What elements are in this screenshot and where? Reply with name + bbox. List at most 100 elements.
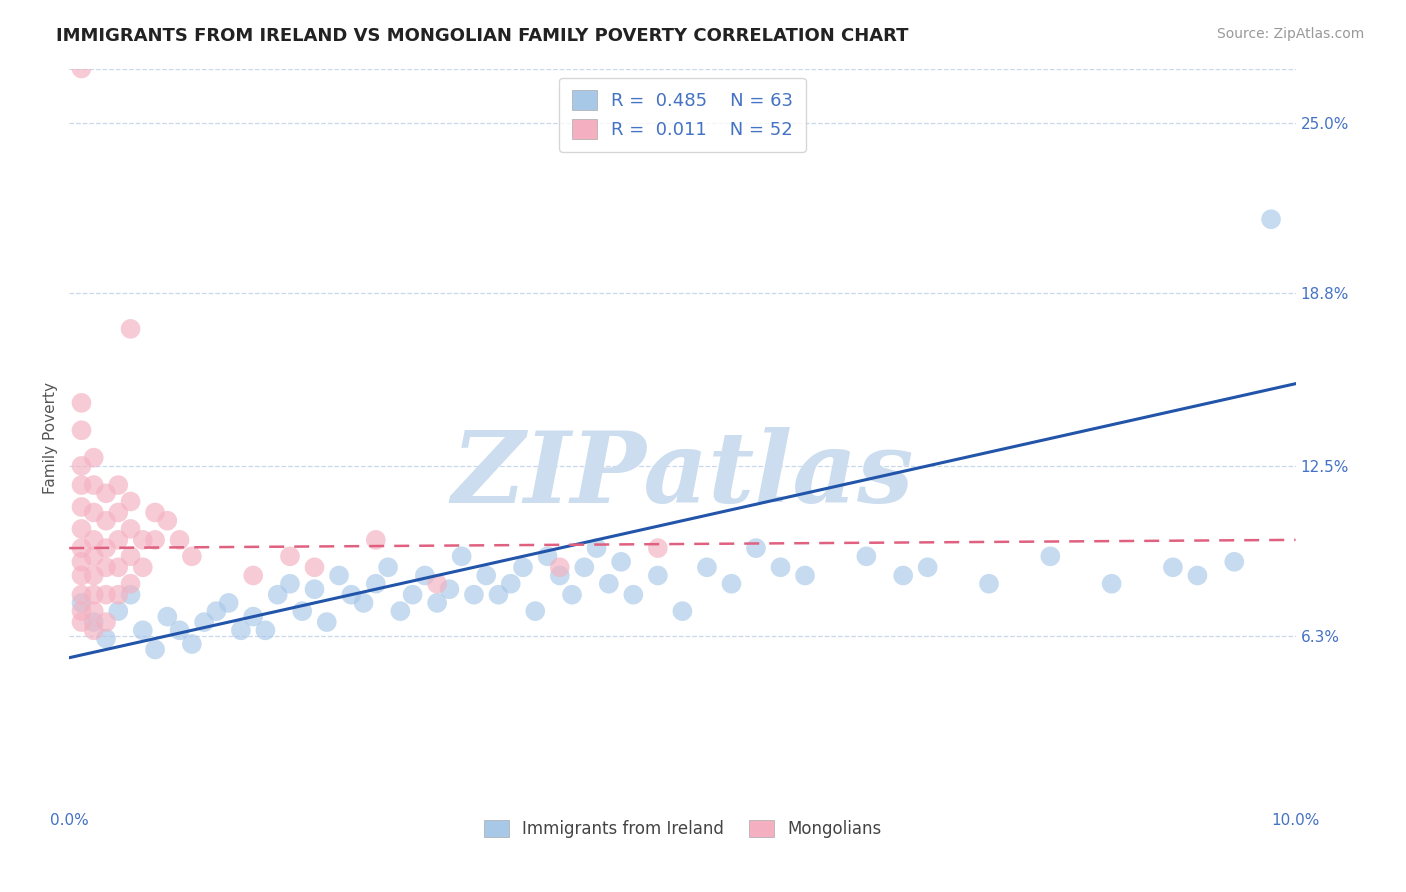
Point <box>83 549 105 564</box>
Point <box>107 604 129 618</box>
Point <box>1039 549 1062 564</box>
Point <box>242 568 264 582</box>
Point <box>193 615 215 629</box>
Point <box>891 568 914 582</box>
Point <box>180 549 202 564</box>
Point <box>548 560 571 574</box>
Point <box>328 568 350 582</box>
Point <box>83 450 105 465</box>
Point <box>83 615 105 629</box>
Point <box>120 588 142 602</box>
Point <box>83 624 105 638</box>
Point <box>1260 212 1282 227</box>
Point <box>377 560 399 574</box>
Point <box>304 582 326 597</box>
Point <box>70 522 93 536</box>
Text: IMMIGRANTS FROM IRELAND VS MONGOLIAN FAMILY POVERTY CORRELATION CHART: IMMIGRANTS FROM IRELAND VS MONGOLIAN FAM… <box>56 27 908 45</box>
Point <box>107 560 129 574</box>
Point <box>107 478 129 492</box>
Point <box>598 576 620 591</box>
Point <box>621 588 644 602</box>
Point <box>267 588 290 602</box>
Point <box>120 322 142 336</box>
Point <box>94 541 117 555</box>
Point <box>143 642 166 657</box>
Point <box>512 560 534 574</box>
Point <box>389 604 412 618</box>
Point <box>340 588 363 602</box>
Point <box>524 604 547 618</box>
Point <box>120 494 142 508</box>
Point <box>94 615 117 629</box>
Point <box>499 576 522 591</box>
Point <box>610 555 633 569</box>
Point <box>463 588 485 602</box>
Y-axis label: Family Poverty: Family Poverty <box>44 383 58 494</box>
Point <box>156 609 179 624</box>
Point <box>107 588 129 602</box>
Point <box>291 604 314 618</box>
Point <box>169 624 191 638</box>
Point <box>647 568 669 582</box>
Point <box>70 396 93 410</box>
Point <box>1187 568 1209 582</box>
Point <box>426 596 449 610</box>
Point <box>426 576 449 591</box>
Point <box>561 588 583 602</box>
Legend: Immigrants from Ireland, Mongolians: Immigrants from Ireland, Mongolians <box>477 813 889 845</box>
Point <box>647 541 669 555</box>
Point <box>83 604 105 618</box>
Point <box>218 596 240 610</box>
Point <box>1223 555 1246 569</box>
Point <box>132 624 155 638</box>
Point <box>94 560 117 574</box>
Point <box>83 478 105 492</box>
Point <box>70 604 93 618</box>
Point <box>143 506 166 520</box>
Point <box>696 560 718 574</box>
Point <box>70 588 93 602</box>
Point <box>70 62 93 76</box>
Point <box>94 632 117 646</box>
Point <box>132 533 155 547</box>
Point <box>120 522 142 536</box>
Point <box>278 549 301 564</box>
Point <box>1101 576 1123 591</box>
Point <box>353 596 375 610</box>
Point <box>855 549 877 564</box>
Point <box>488 588 510 602</box>
Point <box>745 541 768 555</box>
Point <box>70 458 93 473</box>
Point <box>94 588 117 602</box>
Point <box>1161 560 1184 574</box>
Point <box>70 423 93 437</box>
Point <box>70 615 93 629</box>
Point <box>70 541 93 555</box>
Point <box>94 514 117 528</box>
Point <box>83 588 105 602</box>
Point <box>364 576 387 591</box>
Point <box>107 533 129 547</box>
Point <box>364 533 387 547</box>
Point <box>439 582 461 597</box>
Point <box>475 568 498 582</box>
Text: ZIPatlas: ZIPatlas <box>451 427 914 524</box>
Point <box>70 568 93 582</box>
Point <box>401 588 423 602</box>
Point <box>450 549 472 564</box>
Point <box>180 637 202 651</box>
Point <box>671 604 693 618</box>
Point <box>413 568 436 582</box>
Point <box>720 576 742 591</box>
Point <box>548 568 571 582</box>
Point <box>917 560 939 574</box>
Point <box>229 624 252 638</box>
Point <box>315 615 337 629</box>
Point <box>83 506 105 520</box>
Point <box>156 514 179 528</box>
Point <box>120 549 142 564</box>
Point <box>83 533 105 547</box>
Point <box>70 500 93 514</box>
Point <box>769 560 792 574</box>
Point <box>304 560 326 574</box>
